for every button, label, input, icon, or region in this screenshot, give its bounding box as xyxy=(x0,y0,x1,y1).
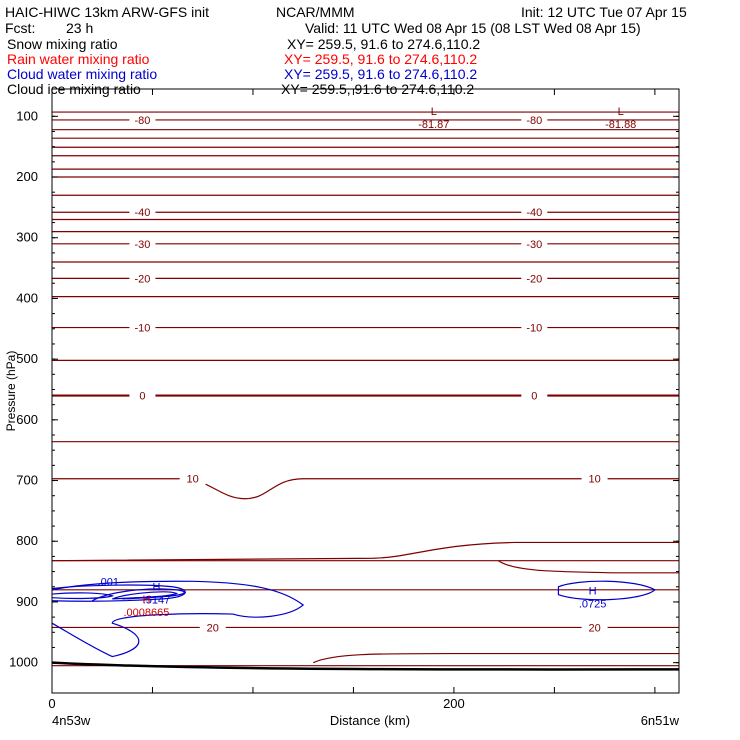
y-tick-label: 300 xyxy=(16,230,38,245)
isotherm-label: -10 xyxy=(526,323,542,335)
isotherm-label: 20 xyxy=(588,622,600,634)
extremum-symbol: H xyxy=(142,594,150,606)
terrain-line xyxy=(51,661,680,671)
y-tick-label: 500 xyxy=(16,351,38,366)
contour-label-bg xyxy=(129,321,156,334)
field-xy-snow: XY= 259.5, 91.6 to 274.6,110.2 xyxy=(287,36,481,52)
valid-time: Valid: 11 UTC Wed 08 Apr 15 (08 LST Wed … xyxy=(305,20,641,36)
field-label-cloud-water: Cloud water mixing ratio xyxy=(7,66,158,82)
contour-label-bg xyxy=(199,621,226,634)
isotherm-line xyxy=(51,541,679,562)
contour-label-bg xyxy=(521,237,548,250)
isotherm-label: -30 xyxy=(134,239,150,251)
field-xy-rain: XY= 259.5, 91.6 to 274.6,110.2 xyxy=(284,51,478,67)
forecast-label: Fcst: xyxy=(5,20,36,36)
contour-layer xyxy=(51,111,680,671)
contour-label-bg xyxy=(179,472,206,485)
cloud-water-contour xyxy=(51,584,186,602)
isotherm-label: -80 xyxy=(134,115,150,127)
extremum-symbol: L xyxy=(618,106,624,118)
extremum-symbol: H xyxy=(153,581,161,593)
contour-label-bg xyxy=(521,272,548,285)
contour-label-bg xyxy=(129,237,156,250)
contour-label-bg xyxy=(521,206,548,219)
extremum-symbol: H xyxy=(589,586,597,598)
extremum-value: .0008665 xyxy=(124,607,170,619)
contour-label-bg xyxy=(521,321,548,334)
model-title: HAIC-HIWC 13km ARW-GFS init xyxy=(5,4,210,20)
isotherm-label: 10 xyxy=(588,474,600,486)
cloud-water-contour xyxy=(51,580,305,658)
y-tick-label: 1000 xyxy=(9,655,38,670)
x-axis-label: Distance (km) xyxy=(330,713,410,728)
left-endpoint-label: 4n53w xyxy=(52,713,91,728)
y-tick-label: 900 xyxy=(16,594,38,609)
cloud-water-contour xyxy=(91,588,185,602)
extremum-value: .0725 xyxy=(579,599,607,611)
isotherm-label: 0 xyxy=(531,391,537,403)
isotherm-label: -40 xyxy=(134,207,150,219)
y-tick-label: 100 xyxy=(16,108,38,123)
isotherm-label: -10 xyxy=(134,323,150,335)
cloud-water-contour xyxy=(51,592,115,600)
isotherm-label: -30 xyxy=(526,239,542,251)
isotherm-label: 0 xyxy=(139,391,145,403)
contour-label-bg xyxy=(129,113,156,126)
x-tick-label: 200 xyxy=(443,696,465,711)
field-label-snow: Snow mixing ratio xyxy=(7,36,118,52)
cloud-water-contour xyxy=(557,580,656,601)
cloud-water-contour xyxy=(112,591,179,600)
isotherm-label: 20 xyxy=(207,622,219,634)
extremum-value: -81.87 xyxy=(418,119,449,131)
plot-frame xyxy=(51,88,680,694)
extremum-value: -81.88 xyxy=(605,119,636,131)
y-tick-label: 600 xyxy=(16,412,38,427)
extremum-symbol: L xyxy=(431,106,437,118)
isotherm-label: 10 xyxy=(187,474,199,486)
contour-label-bg xyxy=(129,206,156,219)
x-tick-label: 0 xyxy=(48,696,55,711)
contour-label-bg xyxy=(129,272,156,285)
init-time: Init: 12 UTC Tue 07 Apr 15 xyxy=(521,4,687,20)
cloud-water-contours xyxy=(51,580,656,658)
contour-label-bg xyxy=(521,389,548,402)
isotherm-label: -80 xyxy=(526,115,542,127)
isotherm-label: -20 xyxy=(134,273,150,285)
forecast-hour: 23 h xyxy=(66,20,94,36)
y-tick-label: 800 xyxy=(16,533,38,548)
isotherm-line xyxy=(497,560,679,574)
contour-label-bg xyxy=(581,621,608,634)
y-axis-label: Pressure (hPa) xyxy=(4,351,18,432)
right-endpoint-label: 6n51w xyxy=(641,713,680,728)
extremum-value: .5147 xyxy=(143,594,171,606)
field-xy-cloud-water: XY= 259.5, 91.6 to 274.6,110.2 xyxy=(284,66,478,82)
contour-label-bg xyxy=(129,389,156,402)
field-label-rain: Rain water mixing ratio xyxy=(7,51,150,67)
contour-labels: -80 -80 -40 -40 -30 -30 -20 -20 -10 -10 0 0 10 10 20 20… xyxy=(98,106,637,634)
isotherm-label: -40 xyxy=(526,207,542,219)
contour-label-bg xyxy=(521,113,548,126)
contour-label-bg xyxy=(581,472,608,485)
y-tick-label: 700 xyxy=(16,473,38,488)
cloud-water-label: .001 xyxy=(98,576,119,588)
y-tick-label: 400 xyxy=(16,290,38,305)
isotherm-line xyxy=(313,652,679,664)
org-label: NCAR/MMM xyxy=(276,4,355,20)
y-tick-label: 200 xyxy=(16,169,38,184)
isotherm-label: -20 xyxy=(526,273,542,285)
